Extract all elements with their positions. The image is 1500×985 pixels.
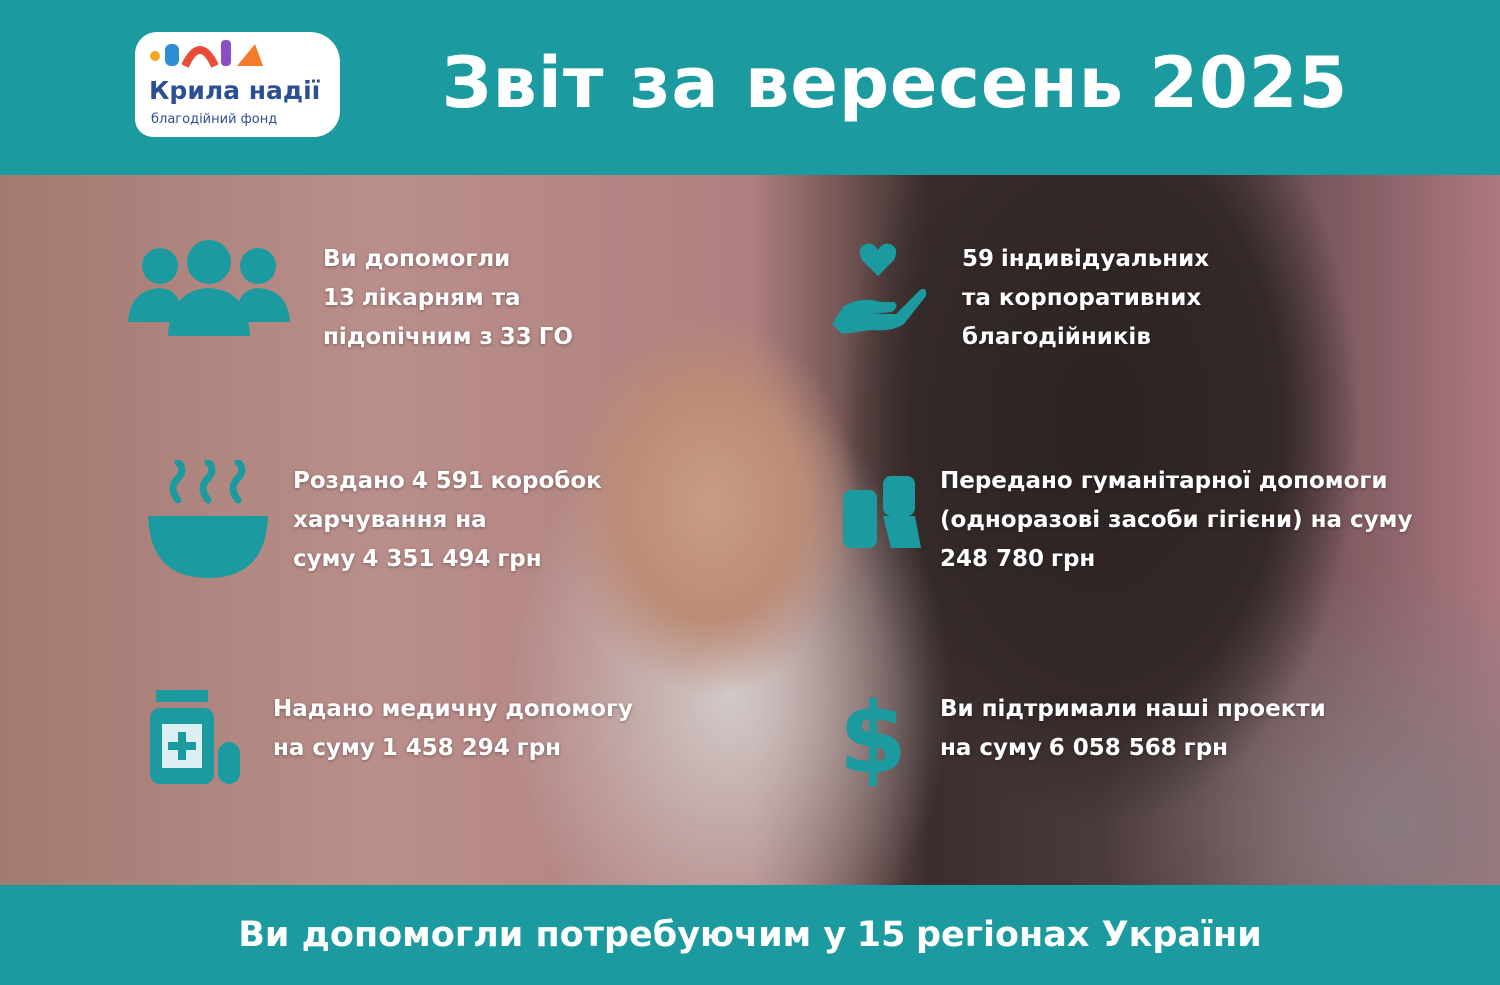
- stat-line: підопічним з 33 ГО: [323, 318, 573, 357]
- text: регіонах України: [915, 915, 1262, 955]
- stat: Передано гуманітарної допомоги (одноразов…: [940, 462, 1412, 579]
- text: підопічним з: [323, 324, 493, 350]
- text: суму: [293, 546, 356, 572]
- header: Крила надії благодійний фонд Звіт за вер…: [0, 0, 1500, 175]
- stat-line: (одноразові засоби гігієни) на суму: [940, 501, 1412, 540]
- food-icon: [148, 460, 268, 578]
- figure: 4 591: [411, 468, 484, 494]
- figure: 4 351 494: [362, 546, 491, 572]
- title: Звіт за вересень 2025: [441, 42, 1349, 124]
- svg-text:$: $: [839, 690, 907, 786]
- text: лікарням та: [361, 285, 521, 311]
- stat-line: Надано медичну допомогу: [273, 690, 633, 729]
- text: благодійників: [962, 324, 1151, 350]
- logo-mark: [150, 40, 263, 68]
- figure: 6 058 568: [1048, 735, 1177, 761]
- stat-line: суму 4 351 494 грн: [293, 540, 602, 579]
- figure: 59: [962, 246, 995, 272]
- stat: Ви підтримали наші проекти на суму 6 058 5…: [940, 690, 1326, 768]
- text: на суму: [273, 735, 375, 761]
- stat-line: Ви допомогли: [323, 240, 573, 279]
- text: Роздано: [293, 468, 405, 494]
- stat-line: 13 лікарням та: [323, 279, 573, 318]
- footer: Ви допомогли потребуючим у 15 регіонах Укр…: [0, 885, 1500, 985]
- dollar-icon: $: [839, 690, 907, 786]
- stat-line: благодійників: [962, 318, 1209, 357]
- figure: 13: [323, 285, 356, 311]
- text: грн: [1183, 735, 1229, 761]
- hygiene-icon: [843, 476, 921, 548]
- people-icon: [128, 240, 290, 336]
- text: Надано медичну допомогу: [273, 696, 634, 722]
- stat: Ви допомогли 13 лікарням та підопічним з 33 Г…: [323, 240, 573, 357]
- stat-line: Ви підтримали наші проекти: [940, 690, 1326, 729]
- stat-line: Передано гуманітарної допомоги: [940, 462, 1412, 501]
- text: коробок: [490, 468, 602, 494]
- text: Ви допомогли: [323, 246, 511, 272]
- text: харчування на: [293, 507, 487, 533]
- stat-line: та корпоративних: [962, 279, 1209, 318]
- stat-line: харчування на: [293, 501, 602, 540]
- logo-tagline: благодійний фонд: [151, 112, 278, 127]
- charity-icon: [832, 243, 927, 334]
- stat-line: на суму 1 458 294 грн: [273, 729, 633, 768]
- text: ГО: [538, 324, 573, 350]
- text: Ви допомогли потребуючим у: [238, 915, 847, 955]
- logo: Крила надії благодійний фонд: [135, 32, 340, 137]
- stat: Роздано 4 591 коробок харчування на суму 4 35…: [293, 462, 602, 579]
- stat-line: на суму 6 058 568 грн: [940, 729, 1326, 768]
- text: (одноразові засоби гігієни) на суму: [940, 507, 1413, 533]
- stat-line: Роздано 4 591 коробок: [293, 462, 602, 501]
- stat-line: 248 780 грн: [940, 540, 1412, 579]
- figure: 15: [856, 915, 906, 955]
- stat: Надано медичну допомогу на суму 1 458 294 г…: [273, 690, 633, 768]
- medicine-icon: [150, 690, 240, 784]
- text: індивідуальних: [1000, 246, 1210, 272]
- footer-text: Ви допомогли потребуючим у 15 регіонах Укр…: [0, 915, 1500, 955]
- text: та корпоративних: [962, 285, 1202, 311]
- stat: 59 індивідуальних та корпоративних благодій…: [962, 240, 1209, 357]
- text: Ви підтримали наші проекти: [940, 696, 1326, 722]
- text: грн: [497, 546, 542, 572]
- figure: 248 780: [940, 546, 1045, 572]
- text: Передано гуманітарної допомоги: [940, 468, 1388, 494]
- text: грн: [1050, 546, 1096, 572]
- text: на суму: [940, 735, 1042, 761]
- figure: 33: [499, 324, 532, 350]
- figure: 1 458 294: [381, 735, 510, 761]
- stat-line: 59 індивідуальних: [962, 240, 1209, 279]
- text: грн: [516, 735, 562, 761]
- logo-name: Крила надії: [149, 76, 321, 105]
